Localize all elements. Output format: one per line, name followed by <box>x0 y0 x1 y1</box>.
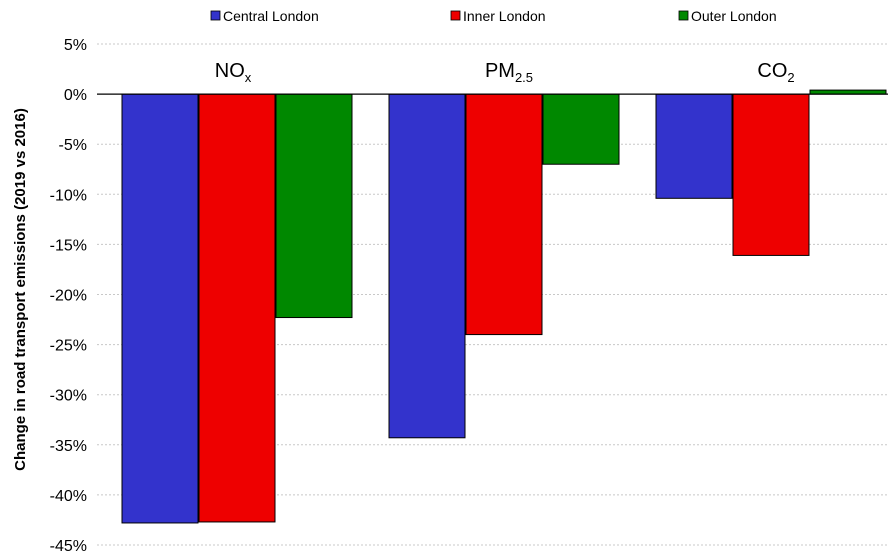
bar-central-london <box>655 93 733 199</box>
legend-swatch <box>678 10 689 21</box>
legend-label: Central London <box>223 8 319 24</box>
bar-outer-london <box>275 93 353 319</box>
bar-central-london <box>121 93 199 524</box>
y-tick-label: -20% <box>50 288 87 305</box>
bar-central-london <box>388 93 466 439</box>
legend-label: Outer London <box>691 8 777 24</box>
y-tick-label: -40% <box>50 488 87 505</box>
legend-swatch <box>210 10 221 21</box>
y-tick-label: -5% <box>59 137 87 154</box>
legend: Central London Inner London Outer London <box>210 8 777 24</box>
bars <box>121 89 887 524</box>
y-tick-label: -10% <box>50 187 87 204</box>
bar-outer-london <box>542 93 620 165</box>
y-tick-label: 0% <box>64 87 87 104</box>
y-tick-label: 5% <box>64 37 87 54</box>
category-label: NOx <box>215 60 252 85</box>
y-axis-ticks: 5% 0% -5% -10% -15% -20% -25% -30% -35% -40% -45% <box>50 37 87 555</box>
y-tick-label: -15% <box>50 237 87 254</box>
bar-outer-london <box>809 89 887 95</box>
bar-inner-london <box>198 93 276 523</box>
category-label: CO2 <box>757 60 794 85</box>
y-tick-label: -30% <box>50 388 87 405</box>
legend-swatch <box>450 10 461 21</box>
legend-label: Inner London <box>463 8 546 24</box>
y-axis-label: Change in road transport emissions (2019… <box>12 108 29 471</box>
category-labels: NOx PM2.5 CO2 <box>215 60 795 85</box>
bar-inner-london <box>465 93 543 336</box>
y-tick-label: -45% <box>50 538 87 555</box>
bar-inner-london <box>732 93 810 256</box>
y-tick-label: -35% <box>50 438 87 455</box>
y-tick-label: -25% <box>50 338 87 355</box>
category-label: PM2.5 <box>485 60 533 85</box>
